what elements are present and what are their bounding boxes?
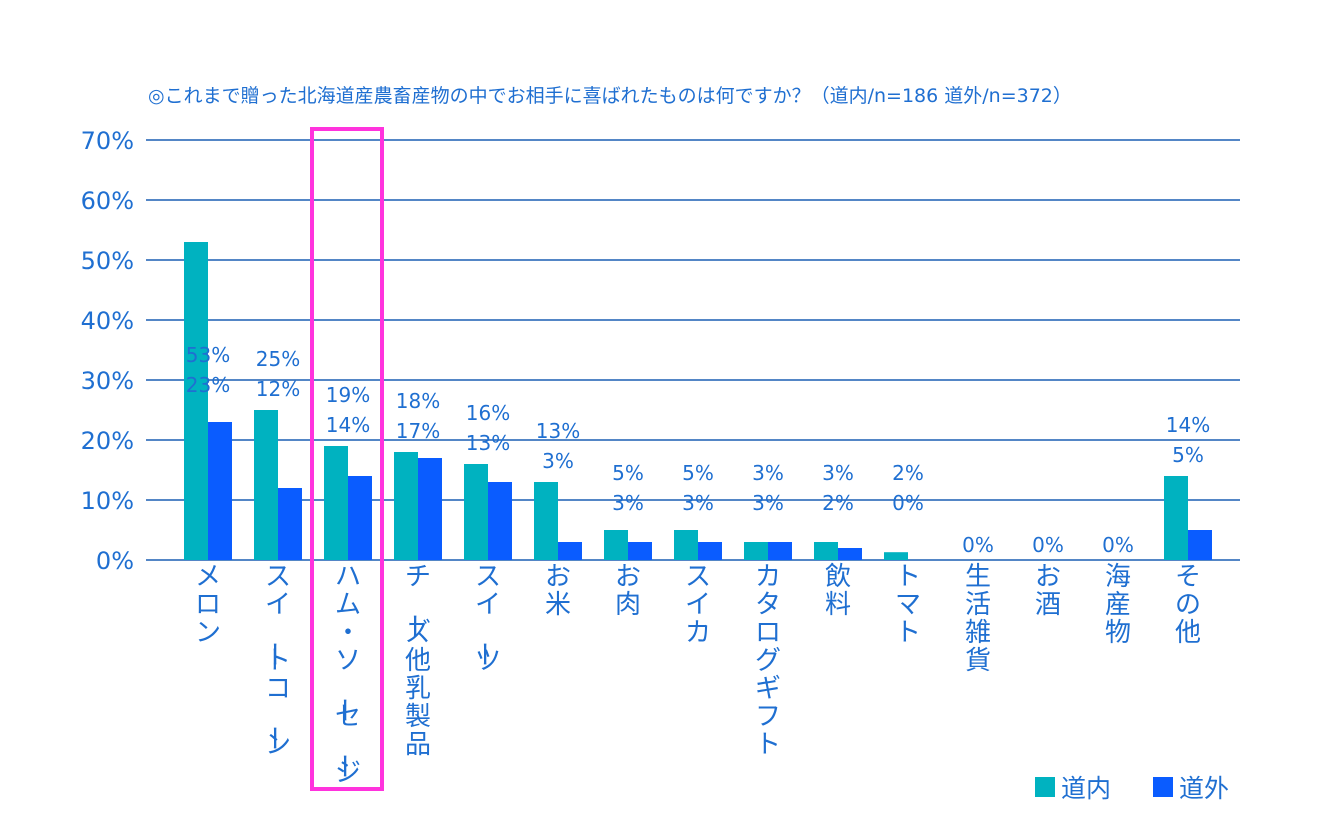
bar-inside <box>464 464 488 560</box>
bar-outside <box>628 542 652 560</box>
data-label-inside: 19% <box>326 383 370 407</box>
data-label-inside: 14% <box>1166 413 1210 437</box>
data-label-inside: 5% <box>612 461 644 485</box>
data-label-outside: 17% <box>396 419 440 443</box>
category-label: スイートコーン <box>258 562 291 760</box>
bar-inside <box>324 446 348 560</box>
category-label: トマト <box>895 562 921 648</box>
legend-outside-swatch <box>1153 777 1173 797</box>
data-label-outside: 2% <box>822 491 854 515</box>
data-label-inside: 2% <box>892 461 924 485</box>
data-label-inside: 5% <box>682 461 714 485</box>
bar-inside <box>884 552 908 560</box>
bar-outside <box>418 458 442 560</box>
data-label-inside: 0% <box>1032 533 1064 557</box>
bar-outside <box>558 542 582 560</box>
data-label-inside: 25% <box>256 347 300 371</box>
legend-inside-swatch <box>1035 777 1055 797</box>
data-label-outside: 3% <box>752 491 784 515</box>
category-label: スイカ <box>685 562 711 648</box>
category-label: カタログギフト <box>755 562 781 760</box>
data-labels: 53% 23% 25% 12% 19% 14% 18% 17% 16% 13% 13% 3% 5% 3% 5… <box>186 343 1210 557</box>
data-label-inside: 13% <box>536 419 580 443</box>
bar-inside <box>814 542 838 560</box>
highlight-box <box>310 127 384 791</box>
data-label-inside: 53% <box>186 343 230 367</box>
bar-inside <box>254 410 278 560</box>
bar-outside <box>208 422 232 560</box>
bar-inside <box>674 530 698 560</box>
data-label-outside: 5% <box>1172 443 1204 467</box>
category-label: 飲料 <box>825 562 851 620</box>
category-label: スイーツ <box>468 562 501 676</box>
bar-outside <box>278 488 302 560</box>
legend-inside-label: 道内 <box>1061 774 1111 803</box>
bar-inside <box>394 452 418 560</box>
y-tick-label: 60% <box>81 187 134 215</box>
bar-outside <box>698 542 722 560</box>
category-label: お肉 <box>615 562 641 620</box>
y-tick-label: 20% <box>81 427 134 455</box>
y-tick-label: 40% <box>81 307 134 335</box>
data-label-outside: 14% <box>326 413 370 437</box>
data-label-inside: 18% <box>396 389 440 413</box>
y-tick-label: 30% <box>81 367 134 395</box>
data-label-outside: 12% <box>256 377 300 401</box>
category-label: その他 <box>1175 562 1201 648</box>
bar-outside <box>1188 530 1212 560</box>
legend: 道内 道外 <box>1035 774 1229 803</box>
data-label-inside: 3% <box>752 461 784 485</box>
y-axis-ticks: 0% 10% 20% 30% 40% 50% 60% 70% <box>81 127 134 575</box>
bar-inside <box>1164 476 1188 560</box>
data-label-outside: 0% <box>892 491 924 515</box>
y-tick-label: 70% <box>81 127 134 155</box>
category-label: ハム・ソーセージ <box>328 562 361 788</box>
highlight-box-layer <box>310 127 384 791</box>
data-label-inside: 16% <box>466 401 510 425</box>
y-tick-label: 0% <box>96 547 134 575</box>
data-label-inside: 0% <box>1102 533 1134 557</box>
category-label: 生活雑貨 <box>965 562 991 676</box>
data-label-inside: 0% <box>962 533 994 557</box>
category-label: お酒 <box>1035 562 1061 620</box>
category-label: 海産物 <box>1105 562 1131 648</box>
data-label-outside: 3% <box>682 491 714 515</box>
chart-title: ◎これまで贈った北海道産農畜産物の中でお相手に喜ばれたものは何ですか？（道内/n… <box>148 85 1072 107</box>
bar-outside <box>838 548 862 560</box>
bars <box>184 242 1212 560</box>
data-label-inside: 3% <box>822 461 854 485</box>
category-label: チーズ他乳製品 <box>398 562 431 760</box>
category-label: お米 <box>545 562 571 620</box>
y-tick-label: 10% <box>81 487 134 515</box>
data-label-outside: 3% <box>612 491 644 515</box>
bar-inside <box>534 482 558 560</box>
y-tick-label: 50% <box>81 247 134 275</box>
legend-outside-label: 道外 <box>1179 774 1229 803</box>
bar-outside <box>768 542 792 560</box>
data-label-outside: 23% <box>186 373 230 397</box>
bar-outside <box>348 476 372 560</box>
bar-inside <box>184 242 208 560</box>
bar-inside <box>744 542 768 560</box>
data-label-outside: 13% <box>466 431 510 455</box>
bar-outside <box>488 482 512 560</box>
bar-inside <box>604 530 628 560</box>
category-label: メロン <box>195 562 221 648</box>
data-label-outside: 3% <box>542 449 574 473</box>
